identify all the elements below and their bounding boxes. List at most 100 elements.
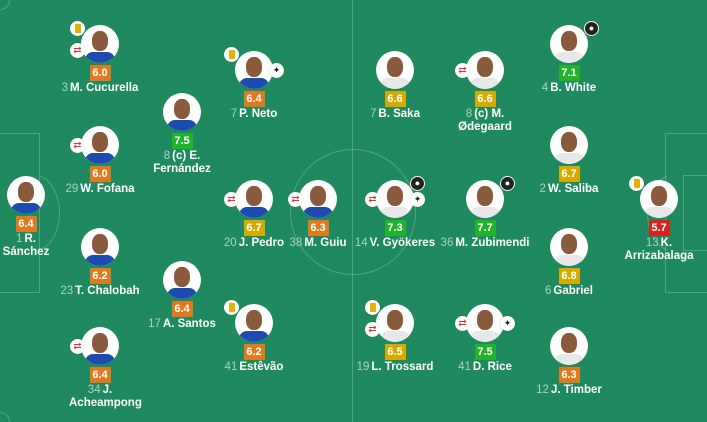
player-face (18, 182, 34, 202)
player-shirt (239, 207, 269, 218)
rating-badge: 6.4 (15, 216, 37, 232)
player-shirt (239, 78, 269, 89)
player-face (387, 186, 403, 206)
player-face (246, 57, 262, 77)
player-home[interactable]: 6.0 29 W. Fofana ⇄ (55, 126, 145, 196)
player-home[interactable]: 6.4 7 P. Neto ✦ (209, 47, 299, 121)
player-home[interactable]: 7.5 8 (c) E. Fernández (137, 93, 227, 176)
player-home[interactable]: 6.0 3 M. Cucurella ⇄ (55, 21, 145, 95)
shirt-number: 41 (224, 361, 238, 373)
player-name: (c) E. Fernández (153, 150, 211, 175)
player-away[interactable]: 7.5 41 D. Rice ⇄ ✦ (440, 304, 530, 374)
player-shirt (554, 255, 584, 266)
player-name: P. Neto (239, 108, 278, 120)
player-home[interactable]: 6.4 1 R. Sánchez (0, 176, 71, 259)
player-photo (550, 327, 588, 365)
player-away[interactable]: 7.7 36 M. Zubimendi ● (440, 176, 530, 250)
player-photo (7, 176, 45, 214)
player-away[interactable]: 6.5 19 L. Trossard ⇄ (350, 300, 440, 374)
rating-badge: 6.0 (89, 166, 111, 182)
shirt-number: 8 (163, 150, 171, 162)
player-label: 7 P. Neto (209, 108, 299, 121)
shirt-number: 34 (87, 384, 101, 396)
player-face (477, 186, 493, 206)
player-shirt (167, 120, 197, 131)
player-shirt (554, 354, 584, 365)
yellow-card-icon (224, 300, 239, 315)
yellow-card-icon (629, 176, 644, 191)
player-face (477, 57, 493, 77)
player-shirt (239, 331, 269, 342)
player-name: Gabriel (553, 285, 594, 297)
shirt-number: 20 (223, 237, 237, 249)
player-name: M. Cucurella (70, 82, 139, 94)
player-home[interactable]: 6.3 38 M. Guiu ⇄ (273, 180, 363, 250)
substitution-icon: ⇄ (365, 322, 380, 337)
shirt-number: 4 (541, 82, 549, 94)
assist-boot-icon: ✦ (500, 316, 515, 331)
player-photo (376, 51, 414, 89)
player-label: 17 A. Santos (137, 318, 227, 331)
player-away[interactable]: 6.8 6 Gabriel (524, 228, 614, 298)
player-photo (235, 180, 273, 218)
shirt-number: 19 (356, 361, 370, 373)
player-face (561, 31, 577, 51)
player-label: 13 K. Arrizabalaga (614, 237, 704, 263)
player-photo (299, 180, 337, 218)
rating-badge: 7.5 (474, 344, 496, 360)
corner-arc (0, 0, 10, 10)
player-name: R. Sánchez (2, 233, 50, 258)
player-name: M. Zubimendi (455, 237, 530, 249)
player-home[interactable]: 6.2 23 T. Chalobah (55, 228, 145, 298)
player-away[interactable]: 6.6 8 (c) M. Ødegaard ⇄ (440, 51, 530, 134)
player-home[interactable]: 6.2 41 Estêvão (209, 300, 299, 374)
yellow-card-icon (70, 21, 85, 36)
player-away[interactable]: 5.7 13 K. Arrizabalaga (614, 176, 704, 263)
center-circle (290, 149, 416, 275)
rating-badge: 6.3 (307, 220, 329, 236)
player-shirt (554, 153, 584, 164)
player-label: 41 Estêvão (209, 361, 299, 374)
player-face (561, 234, 577, 254)
player-face (561, 333, 577, 353)
player-name: T. Chalobah (75, 285, 140, 297)
player-away[interactable]: 6.7 2 W. Saliba (524, 126, 614, 196)
player-face (387, 57, 403, 77)
player-shirt (380, 78, 410, 89)
substitution-icon: ⇄ (70, 339, 85, 354)
player-label: 12 J. Timber (524, 384, 614, 397)
player-photo (376, 180, 414, 218)
player-home[interactable]: 6.4 17 A. Santos (137, 261, 227, 331)
player-photo (235, 51, 273, 89)
substitution-icon: ⇄ (70, 43, 85, 58)
player-photo (163, 261, 201, 299)
player-shirt (85, 153, 115, 164)
substitution-icon: ⇄ (455, 63, 470, 78)
rating-badge: 6.4 (243, 91, 265, 107)
player-name: L. Trossard (371, 361, 434, 373)
shirt-number: 12 (536, 384, 549, 396)
player-label: 41 D. Rice (440, 361, 530, 374)
player-away[interactable]: 6.3 12 J. Timber (524, 327, 614, 397)
shirt-number: 2 (539, 183, 546, 195)
player-face (477, 310, 493, 330)
player-away[interactable]: 7.3 14 V. Gyökeres ⇄ ● ✦ (350, 176, 440, 250)
player-photo (640, 180, 678, 218)
shirt-number: 29 (65, 183, 79, 195)
rating-badge: 6.7 (243, 220, 265, 236)
player-away[interactable]: 6.6 7 B. Saka (350, 51, 440, 121)
player-face (174, 99, 190, 119)
player-photo (81, 327, 119, 365)
rating-badge: 6.2 (89, 268, 111, 284)
player-away[interactable]: 7.1 4 B. White ● (524, 21, 614, 95)
player-home[interactable]: 6.4 34 J. Acheampong ⇄ (55, 327, 145, 410)
player-name: V. Gyökeres (369, 237, 436, 249)
player-photo (235, 304, 273, 342)
player-shirt (470, 331, 500, 342)
shirt-number: 17 (148, 318, 161, 330)
shirt-number: 7 (370, 108, 377, 120)
rating-badge: 7.1 (558, 65, 580, 81)
player-name: A. Santos (162, 318, 216, 330)
shirt-number: 7 (230, 108, 238, 120)
player-home[interactable]: 6.7 20 J. Pedro ⇄ (209, 180, 299, 250)
